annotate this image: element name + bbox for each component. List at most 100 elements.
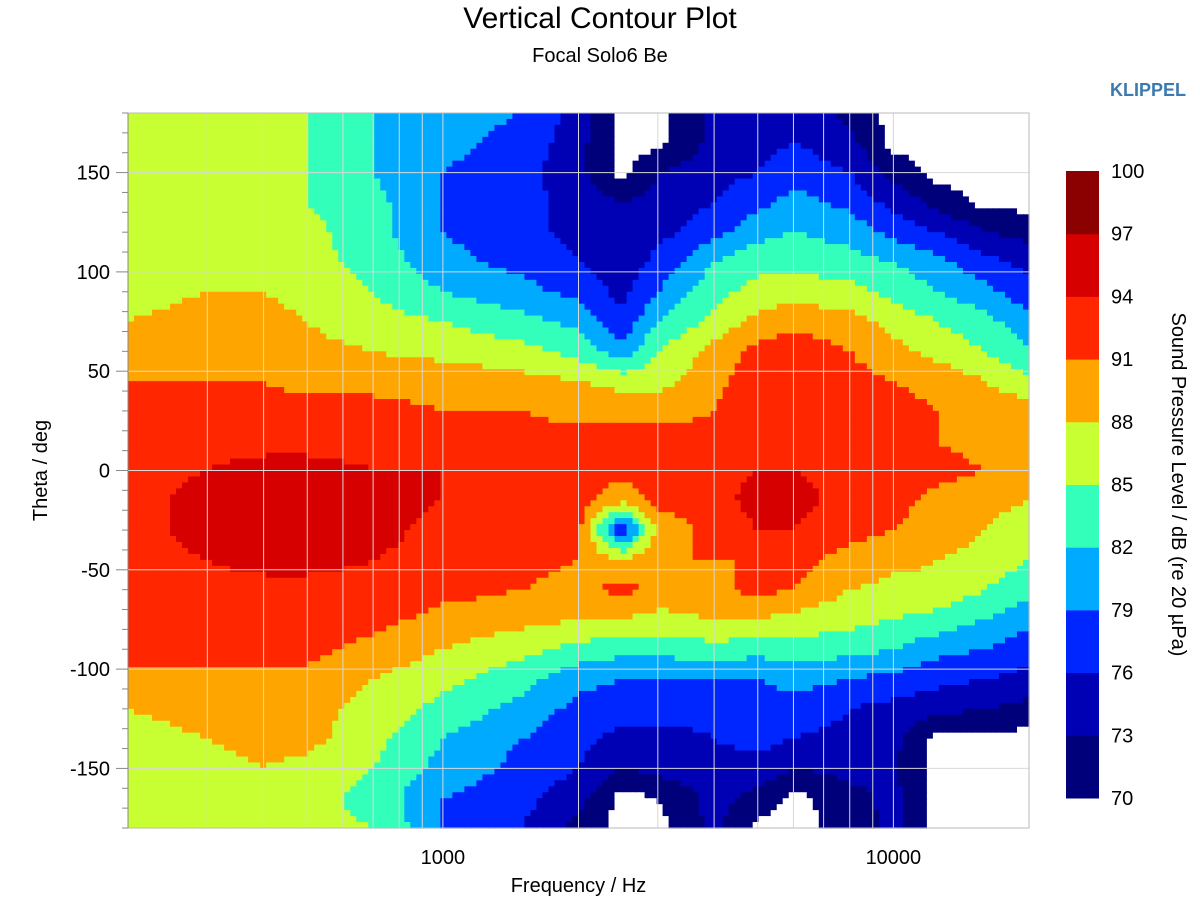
heatmap-cell bbox=[554, 148, 562, 156]
heatmap-cell bbox=[206, 303, 213, 311]
heatmap-cell bbox=[662, 297, 670, 305]
heatmap-cell bbox=[806, 250, 814, 257]
heatmap-cell bbox=[236, 118, 243, 126]
heatmap-cell bbox=[164, 178, 171, 186]
heatmap-cell bbox=[332, 160, 339, 168]
heatmap-cell bbox=[800, 166, 808, 174]
heatmap-cell bbox=[926, 202, 934, 209]
heatmap-cell bbox=[716, 285, 724, 293]
heatmap-cell bbox=[422, 261, 429, 269]
heatmap-cell bbox=[140, 196, 147, 203]
heatmap-cell bbox=[770, 124, 778, 132]
heatmap-cell bbox=[1004, 113, 1012, 120]
heatmap-cell bbox=[764, 273, 772, 281]
heatmap-cell bbox=[272, 232, 279, 239]
heatmap-cell bbox=[740, 190, 748, 198]
heatmap-cell bbox=[500, 190, 508, 198]
heatmap-cell bbox=[572, 267, 580, 275]
heatmap-cell bbox=[860, 256, 868, 263]
heatmap-cell bbox=[332, 202, 339, 209]
heatmap-cell bbox=[692, 172, 700, 180]
heatmap-cell bbox=[878, 279, 886, 287]
heatmap-cell bbox=[338, 291, 345, 299]
heatmap-cell bbox=[368, 130, 375, 138]
heatmap-cell bbox=[506, 208, 514, 215]
heatmap-cell bbox=[314, 172, 321, 180]
heatmap-cell bbox=[878, 250, 886, 257]
heatmap-cell bbox=[194, 279, 201, 287]
heatmap-cell bbox=[578, 226, 586, 233]
heatmap-cell bbox=[470, 160, 477, 168]
heatmap-cell bbox=[764, 250, 772, 257]
heatmap-cell bbox=[368, 232, 375, 239]
heatmap-cell bbox=[764, 303, 772, 311]
heatmap-cell bbox=[200, 124, 207, 132]
heatmap-cell bbox=[578, 196, 586, 203]
heatmap-cell bbox=[728, 136, 736, 144]
heatmap-cell bbox=[704, 196, 712, 203]
heatmap-cell bbox=[1004, 214, 1012, 221]
heatmap-cell bbox=[542, 172, 550, 180]
heatmap-cell bbox=[254, 136, 261, 144]
heatmap-cell bbox=[170, 160, 177, 168]
heatmap-cell bbox=[332, 273, 339, 281]
heatmap-cell bbox=[350, 196, 357, 203]
heatmap-cell bbox=[740, 202, 748, 209]
heatmap-cell bbox=[848, 178, 856, 186]
heatmap-cell bbox=[470, 208, 477, 215]
heatmap-cell bbox=[956, 142, 964, 150]
heatmap-cell bbox=[152, 214, 159, 221]
heatmap-cell bbox=[422, 244, 429, 251]
heatmap-cell bbox=[956, 232, 964, 239]
heatmap-cell bbox=[590, 220, 598, 227]
heatmap-cell bbox=[932, 130, 940, 138]
heatmap-cell bbox=[644, 291, 652, 299]
heatmap-cell bbox=[326, 238, 333, 245]
heatmap-cell bbox=[452, 190, 459, 198]
heatmap-cell bbox=[752, 297, 760, 305]
heatmap-cell bbox=[638, 118, 646, 126]
heatmap-cell bbox=[170, 279, 177, 287]
heatmap-cell bbox=[290, 273, 297, 281]
heatmap-cell bbox=[770, 142, 778, 150]
heatmap-cell bbox=[356, 196, 363, 203]
heatmap-cell bbox=[998, 136, 1006, 144]
heatmap-cell bbox=[134, 297, 141, 305]
heatmap-cell bbox=[962, 190, 970, 198]
heatmap-cell bbox=[662, 160, 670, 168]
heatmap-cell bbox=[182, 261, 189, 269]
heatmap-cell bbox=[560, 130, 568, 138]
heatmap-cell bbox=[890, 136, 898, 144]
heatmap-cell bbox=[650, 232, 658, 239]
heatmap-cell bbox=[380, 291, 387, 299]
heatmap-cell bbox=[866, 261, 874, 269]
heatmap-cell bbox=[884, 196, 892, 203]
heatmap-cell bbox=[650, 214, 658, 221]
heatmap-cell bbox=[350, 285, 357, 293]
heatmap-cell bbox=[644, 184, 652, 192]
heatmap-cell bbox=[776, 118, 784, 126]
heatmap-cell bbox=[272, 142, 279, 150]
heatmap-cell bbox=[836, 184, 844, 192]
heatmap-cell bbox=[464, 214, 471, 221]
heatmap-cell bbox=[620, 154, 628, 162]
heatmap-cell bbox=[728, 196, 736, 203]
heatmap-cell bbox=[386, 196, 393, 203]
heatmap-cell bbox=[680, 184, 688, 192]
heatmap-cell bbox=[458, 113, 465, 120]
heatmap-cell bbox=[356, 285, 363, 293]
heatmap-cell bbox=[272, 309, 279, 317]
heatmap-cell bbox=[368, 202, 375, 209]
heatmap-cell bbox=[500, 238, 508, 245]
heatmap-cell bbox=[140, 238, 147, 245]
heatmap-cell bbox=[224, 250, 231, 257]
heatmap-cell bbox=[482, 285, 489, 293]
heatmap-cell bbox=[920, 190, 928, 198]
heatmap-cell bbox=[536, 226, 544, 233]
heatmap-cell bbox=[332, 250, 339, 257]
heatmap-cell bbox=[998, 256, 1006, 263]
heatmap-cell bbox=[674, 250, 682, 257]
heatmap-cell bbox=[290, 220, 297, 227]
heatmap-cell bbox=[890, 273, 898, 281]
heatmap-cell bbox=[626, 220, 634, 227]
